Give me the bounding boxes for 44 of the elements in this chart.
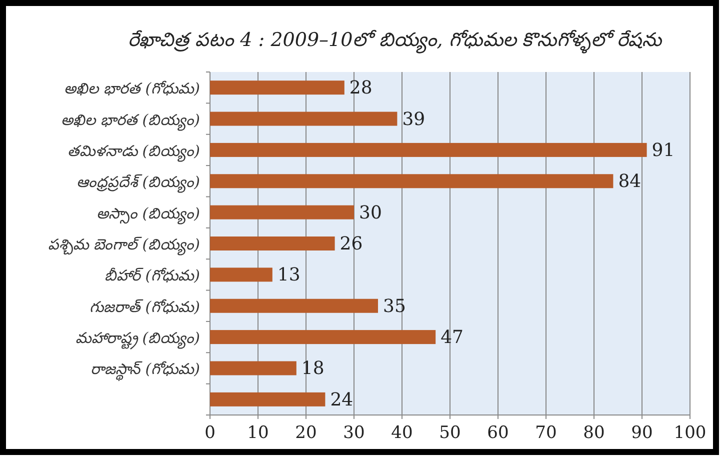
bar: [210, 80, 344, 95]
y-tick-label: గుజరాత్ (గోధుమ): [90, 298, 200, 316]
data-label: 26: [340, 234, 363, 254]
data-label: 30: [359, 202, 382, 224]
bar: [210, 298, 378, 313]
bar: [210, 236, 335, 250]
bar: [210, 142, 647, 157]
data-label: 84: [618, 171, 642, 192]
x-tick-label: 60: [487, 423, 509, 443]
bar: [210, 112, 398, 126]
data-label: 39: [402, 108, 426, 130]
data-label: 13: [277, 264, 300, 286]
chart-title: రేఖాచిత్ర పటం 4 : 2009–10లో బియ్యం, గోధుమల కొనుగోళ్ళలో రేషను: [128, 29, 663, 54]
y-tick-label: బీహార్ (గోధుమ): [104, 266, 200, 285]
x-tick-label: 20: [295, 423, 317, 443]
y-tick-label: పశ్చిమ బెంగాల్ (బియ్యం): [48, 236, 200, 256]
data-label: 24: [330, 389, 354, 410]
y-tick-label: ఆంధ్రప్రదేశ్ (బియ్యం): [76, 173, 200, 194]
x-tick-label: 40: [391, 423, 413, 443]
x-tick-label: 30: [343, 423, 365, 443]
y-tick-label: అఖిల భారత (గోధుమ): [64, 80, 200, 98]
y-tick-label: మహారాష్ట్ర (బియ్యం): [76, 329, 200, 350]
x-tick-label: 80: [583, 423, 605, 443]
bar: [210, 361, 296, 376]
y-tick-label: అస్సాం (బియ్యం): [96, 204, 200, 224]
data-label: 35: [383, 296, 406, 317]
bar: [210, 330, 436, 344]
x-tick-label: 10: [247, 423, 269, 443]
x-tick-label: 100: [674, 423, 706, 443]
y-tick-label: తమిళనాడు (బియ్యం): [68, 142, 200, 162]
data-label: 91: [652, 140, 675, 161]
bar: [210, 392, 326, 406]
x-tick-label: 0: [204, 423, 216, 443]
bar: [210, 268, 272, 282]
data-label: 28: [349, 78, 372, 99]
bar: [210, 174, 614, 188]
y-tick-label: రాజస్థాన్ (గోధుమ): [90, 360, 200, 382]
x-tick-label: 50: [439, 423, 461, 443]
x-tick-label: 90: [631, 423, 653, 443]
data-label: 18: [301, 358, 324, 380]
x-tick-label: 70: [535, 423, 557, 443]
y-tick-label: అఖిల భారత (బియ్యం): [60, 110, 200, 131]
data-label: 47: [440, 327, 464, 348]
bar: [210, 205, 354, 220]
